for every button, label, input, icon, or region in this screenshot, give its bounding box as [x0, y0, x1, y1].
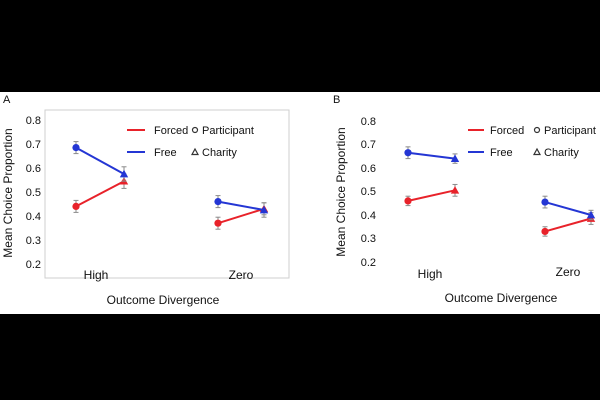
y-tick-label: 0.2: [26, 259, 41, 271]
figure-panel: A 0.2 0.3 0.4 0.5 0.6 0.7 0.8 Mean Choic…: [0, 92, 600, 314]
panel-label-b: B: [333, 94, 340, 106]
legend-triangle-marker: [532, 147, 542, 156]
y-tick-label: 0.4: [361, 210, 376, 222]
x-axis-label-b: Outcome Divergence: [445, 291, 558, 305]
chart-a: A 0.2 0.3 0.4 0.5 0.6 0.7 0.8 Mean Choic…: [1, 94, 290, 307]
legend-label-participant: Participant: [544, 125, 596, 137]
plot-marks-a: [72, 141, 269, 230]
series-line-forced: [544, 217, 592, 233]
plot-marks-b: [404, 146, 596, 237]
data-point-free-charity: [259, 205, 269, 214]
series-line-free: [75, 146, 125, 175]
data-point-free-participant: [72, 144, 80, 152]
panel-label-a: A: [3, 94, 11, 106]
legend-circle-marker: [191, 126, 199, 134]
x-category-label: High: [84, 268, 109, 282]
legend-circle-marker: [533, 126, 541, 134]
y-tick-label: 0.2: [361, 257, 376, 269]
series-line-forced: [75, 180, 125, 208]
x-category-label: High: [418, 267, 443, 281]
legend-label-free: Free: [154, 147, 177, 159]
y-tick-label: 0.5: [26, 187, 41, 199]
figure-svg: A 0.2 0.3 0.4 0.5 0.6 0.7 0.8 Mean Choic…: [1, 94, 596, 307]
legend-label-forced: Forced: [490, 125, 524, 137]
y-axis-label-b: Mean Choice Proportion: [334, 127, 348, 256]
y-tick-labels-b: 0.2 0.3 0.4 0.5 0.6 0.7 0.8: [361, 116, 376, 269]
series-line-free: [544, 201, 592, 216]
data-point-free-participant: [214, 198, 222, 206]
legend-label-forced: Forced: [154, 125, 188, 137]
data-point-free-charity: [450, 154, 460, 162]
data-point-forced-charity: [450, 186, 460, 194]
y-tick-label: 0.8: [26, 115, 41, 127]
y-tick-label: 0.4: [26, 211, 41, 223]
y-tick-label: 0.7: [361, 139, 376, 151]
y-tick-labels-a: 0.2 0.3 0.4 0.5 0.6 0.7 0.8: [26, 115, 41, 271]
data-point-forced-participant: [541, 227, 549, 236]
y-tick-label: 0.5: [361, 186, 376, 198]
y-tick-label: 0.6: [26, 163, 41, 175]
chart-frame-a: [44, 109, 290, 279]
data-point-free-participant: [541, 198, 549, 206]
x-category-label: Zero: [229, 268, 254, 282]
data-point-free-participant: [404, 149, 412, 157]
y-tick-label: 0.6: [361, 163, 376, 175]
legend-label-participant: Participant: [202, 125, 254, 137]
x-category-label: Zero: [556, 265, 581, 279]
y-tick-label: 0.3: [361, 233, 376, 245]
legend-triangle-marker: [190, 147, 200, 156]
y-tick-label: 0.3: [26, 235, 41, 247]
y-axis-label-a: Mean Choice Proportion: [1, 128, 15, 257]
series-line-forced: [217, 207, 265, 225]
data-point-forced-participant: [404, 197, 412, 205]
data-point-free-charity: [119, 169, 129, 178]
legend-b: Forced Free Participant Charity: [468, 125, 596, 159]
series-line-free: [407, 151, 456, 160]
data-point-free-charity: [586, 210, 596, 219]
y-tick-label: 0.8: [361, 116, 376, 128]
x-axis-label-a: Outcome Divergence: [107, 293, 220, 307]
data-point-forced-participant: [214, 219, 222, 227]
data-point-forced-participant: [72, 202, 80, 210]
legend-label-free: Free: [490, 147, 513, 159]
series-line-free: [217, 200, 265, 211]
chart-b: B 0.2 0.3 0.4 0.5 0.6 0.7 0.8 Mean Choic…: [333, 94, 596, 305]
series-line-forced: [407, 189, 456, 202]
legend-label-charity: Charity: [202, 147, 237, 159]
y-tick-label: 0.7: [26, 139, 41, 151]
legend-label-charity: Charity: [544, 147, 579, 159]
legend-a: Forced Free Participant Charity: [127, 125, 254, 159]
